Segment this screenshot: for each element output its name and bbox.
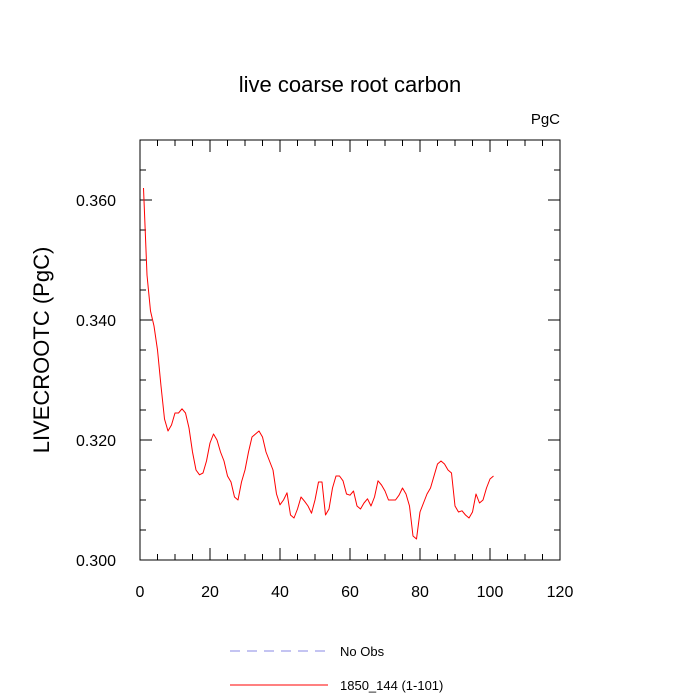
y-tick-label: 0.320 xyxy=(76,433,116,450)
x-tick-label: 60 xyxy=(341,584,359,601)
x-tick-label: 20 xyxy=(201,584,219,601)
legend: No Obs 1850_144 (1-101) xyxy=(230,644,443,693)
x-tick-label: 80 xyxy=(411,584,429,601)
legend-label-no-obs: No Obs xyxy=(340,644,385,659)
axis-tick-labels: 0 20 40 60 80 100 120 0.300 0.320 0.340 0.360 xyxy=(76,193,573,601)
plot-frame xyxy=(139,139,561,561)
series-lines xyxy=(143,187,494,540)
x-tick-label: 120 xyxy=(547,584,574,601)
y-tick-label: 0.360 xyxy=(76,193,116,210)
axis-ticks xyxy=(139,139,561,561)
x-tick-label: 0 xyxy=(136,584,145,601)
y-tick-label: 0.300 xyxy=(76,553,116,570)
x-tick-label: 100 xyxy=(477,584,504,601)
y-tick-label: 0.340 xyxy=(76,313,116,330)
units-label: PgC xyxy=(531,111,560,128)
y-axis-label: LIVECROOTC (PgC) xyxy=(29,247,54,454)
chart-title: live coarse root carbon xyxy=(239,72,462,97)
x-tick-label: 40 xyxy=(271,584,289,601)
legend-label-1850-144: 1850_144 (1-101) xyxy=(340,678,443,693)
series-line-1 xyxy=(143,187,494,540)
